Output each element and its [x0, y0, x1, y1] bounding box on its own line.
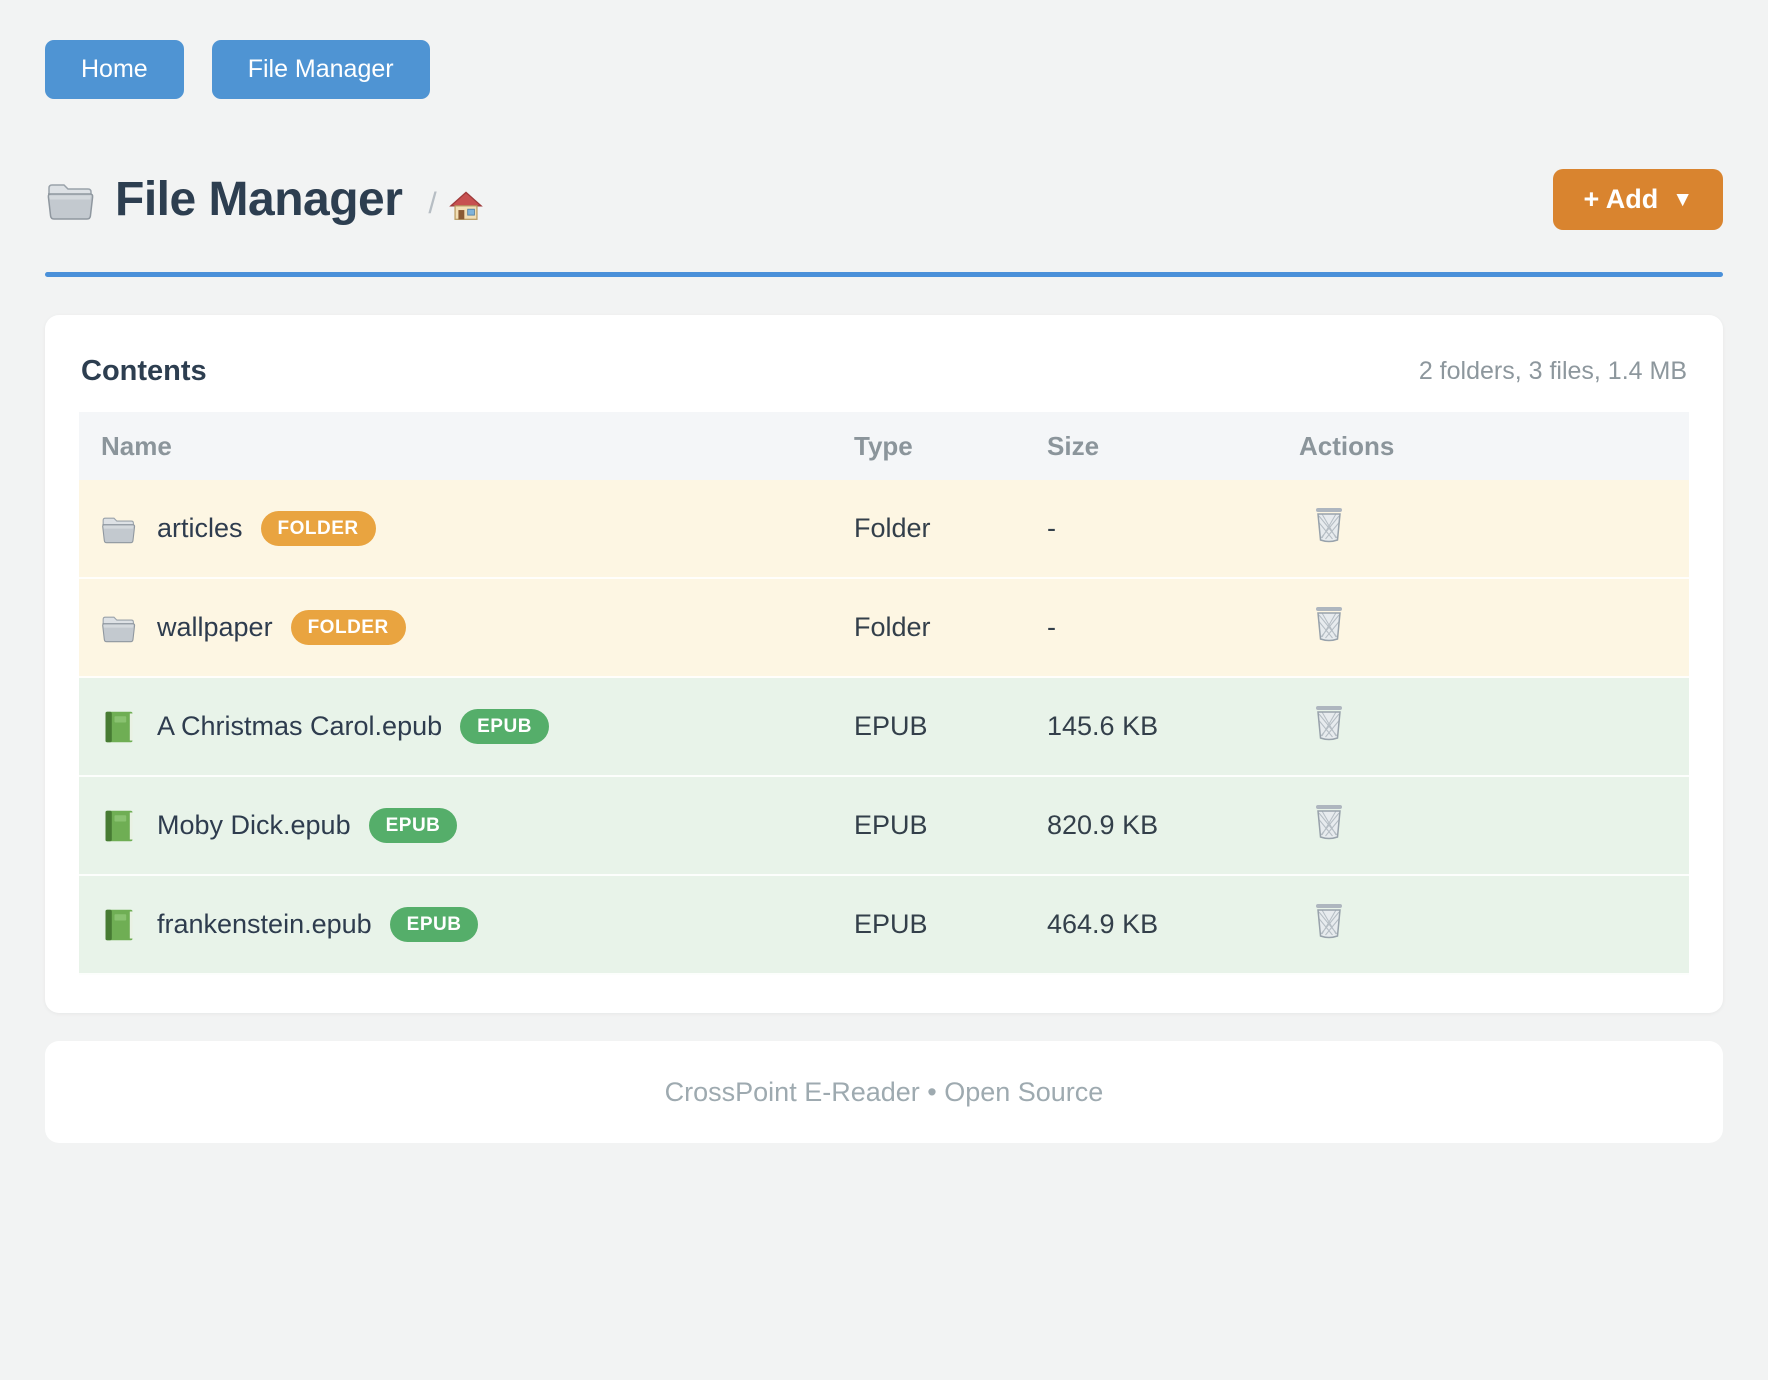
book-icon: [101, 709, 137, 745]
epub-badge: EPUB: [368, 808, 458, 843]
header-divider: [45, 272, 1723, 277]
footer-text: CrossPoint E-Reader • Open Source: [664, 1076, 1104, 1107]
chevron-down-icon: ▼: [1672, 188, 1693, 211]
item-type: Folder: [854, 612, 931, 642]
item-name[interactable]: Moby Dick.epub: [157, 810, 351, 840]
page-title: File Manager: [115, 173, 403, 226]
item-type: Folder: [854, 513, 931, 543]
item-name[interactable]: wallpaper: [157, 612, 273, 642]
item-size: -: [1047, 612, 1056, 642]
name-cell: articles FOLDER: [101, 511, 854, 547]
folder-icon: [45, 178, 97, 222]
trash-icon: [1313, 902, 1345, 940]
page-header: File Manager / + Add ▼: [45, 169, 1723, 230]
file-manager-nav-button[interactable]: File Manager: [211, 40, 430, 99]
contents-card: Contents 2 folders, 3 files, 1.4 MB Name…: [45, 315, 1723, 1013]
book-icon: [101, 808, 137, 844]
name-cell: Moby Dick.epub EPUB: [101, 808, 854, 844]
table-row[interactable]: frankenstein.epub EPUB EPUB 464.9 KB: [79, 876, 1689, 975]
epub-badge: EPUB: [389, 907, 479, 942]
folder-badge: FOLDER: [290, 610, 406, 645]
column-header-name: Name: [101, 430, 172, 461]
item-name[interactable]: A Christmas Carol.epub: [157, 711, 443, 741]
item-size: 464.9 KB: [1047, 909, 1159, 939]
title-group: File Manager /: [45, 172, 483, 227]
table-row[interactable]: Moby Dick.epub EPUB EPUB 820.9 KB: [79, 777, 1689, 876]
add-button-label: + Add: [1583, 184, 1659, 214]
add-button[interactable]: + Add ▼: [1553, 169, 1723, 230]
item-size: 820.9 KB: [1047, 810, 1159, 840]
delete-button[interactable]: [1313, 803, 1345, 841]
contents-card-header: Contents 2 folders, 3 files, 1.4 MB: [79, 337, 1689, 412]
contents-summary: 2 folders, 3 files, 1.4 MB: [1418, 357, 1687, 385]
epub-badge: EPUB: [460, 709, 549, 744]
trash-icon: [1313, 605, 1345, 643]
item-name[interactable]: articles: [157, 513, 243, 543]
breadcrumb: /: [428, 186, 437, 220]
delete-button[interactable]: [1313, 902, 1345, 940]
column-header-type: Type: [854, 430, 913, 461]
name-cell: frankenstein.epub EPUB: [101, 907, 854, 943]
home-icon[interactable]: [449, 189, 483, 221]
contents-title: Contents: [81, 355, 207, 387]
folder-icon: [101, 511, 137, 547]
item-name[interactable]: frankenstein.epub: [157, 909, 372, 939]
item-size: 145.6 KB: [1047, 711, 1159, 741]
item-size: -: [1047, 513, 1056, 543]
footer: CrossPoint E-Reader • Open Source: [45, 1041, 1723, 1143]
trash-icon: [1313, 506, 1345, 544]
folder-badge: FOLDER: [260, 511, 376, 546]
table-row[interactable]: A Christmas Carol.epub EPUB EPUB 145.6 K…: [79, 678, 1689, 777]
delete-button[interactable]: [1313, 506, 1345, 544]
item-type: EPUB: [854, 909, 928, 939]
table-row[interactable]: wallpaper FOLDER Folder -: [79, 579, 1689, 678]
column-header-actions: Actions: [1299, 430, 1395, 461]
item-type: EPUB: [854, 711, 928, 741]
book-icon: [101, 907, 137, 943]
table-row[interactable]: articles FOLDER Folder -: [79, 480, 1689, 579]
name-cell: wallpaper FOLDER: [101, 610, 854, 646]
item-type: EPUB: [854, 810, 928, 840]
top-nav: Home File Manager: [45, 40, 1723, 99]
name-cell: A Christmas Carol.epub EPUB: [101, 709, 854, 745]
trash-icon: [1313, 803, 1345, 841]
delete-button[interactable]: [1313, 704, 1345, 742]
table-header-row: Name Type Size Actions: [79, 412, 1689, 480]
column-header-size: Size: [1047, 430, 1100, 461]
folder-icon: [101, 610, 137, 646]
trash-icon: [1313, 704, 1345, 742]
delete-button[interactable]: [1313, 605, 1345, 643]
home-nav-button[interactable]: Home: [45, 40, 184, 99]
